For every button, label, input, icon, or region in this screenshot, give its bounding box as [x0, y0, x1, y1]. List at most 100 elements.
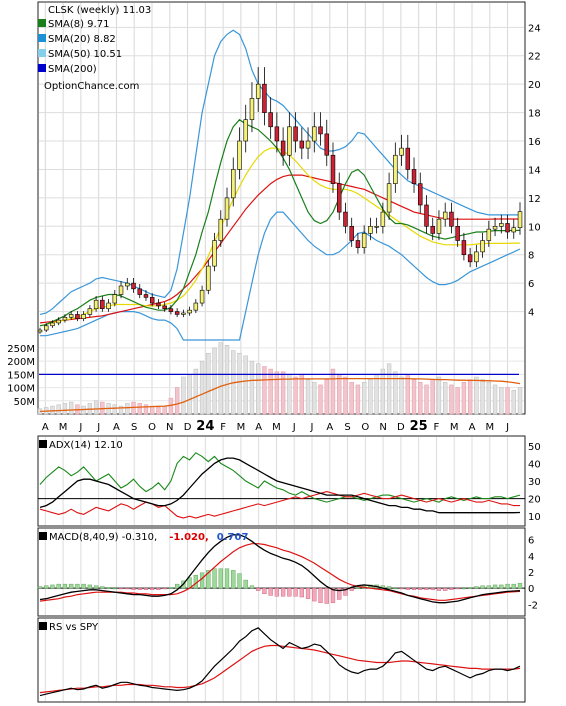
volume-bar	[337, 374, 342, 415]
volume-bar	[181, 376, 186, 415]
adx-swatch	[39, 440, 47, 448]
volume-bar	[156, 407, 161, 415]
candle-body	[374, 225, 379, 228]
volume-bar	[293, 376, 298, 415]
candle-body	[50, 322, 55, 327]
volume-bar	[237, 352, 242, 415]
volume-bar	[243, 355, 248, 415]
x-tick-label: A	[113, 422, 120, 433]
x-tick-label: D	[184, 422, 192, 433]
macd-histogram-bar	[162, 587, 167, 590]
indicator-plots	[37, 452, 525, 697]
candle-body	[68, 314, 74, 318]
macd-histogram-bar	[474, 586, 479, 589]
macd-signal-line	[39, 543, 521, 602]
price-tick-label: 18	[528, 109, 541, 120]
macd-histogram-bar	[511, 583, 516, 589]
macd-histogram-bar	[118, 587, 124, 590]
volume-tick-label: 250M	[7, 344, 35, 355]
adx-title: ADX(14) 12.10	[49, 440, 123, 451]
candle-body	[168, 308, 174, 312]
macd-line	[39, 534, 521, 604]
volume-tick-label: 100M	[7, 384, 35, 395]
macd-histogram-bar	[218, 568, 223, 589]
gridlines	[39, 3, 524, 701]
macd-histogram-bar	[418, 587, 423, 590]
x-tick-label: A	[469, 422, 476, 433]
volume-bar	[318, 384, 323, 415]
candle-body	[418, 183, 423, 206]
adx-tick-label: 10	[528, 512, 541, 523]
candle-body	[149, 297, 155, 304]
sma20-line	[39, 147, 520, 327]
volume-bar	[349, 382, 354, 415]
volume-bar	[449, 384, 454, 415]
rs-line	[39, 627, 521, 697]
macd-histogram-bar	[393, 587, 398, 590]
volume-bar	[405, 374, 410, 415]
macd-histogram-bar	[231, 570, 236, 589]
candle-body	[511, 227, 516, 233]
sma8-line	[39, 118, 520, 327]
x-tick-label: J	[292, 422, 296, 433]
candle-body	[193, 302, 199, 311]
candle-body	[492, 225, 498, 230]
candle-body	[212, 240, 217, 267]
volume-bar	[386, 363, 392, 415]
candle-body	[206, 265, 211, 291]
macd-histogram-bar	[399, 587, 404, 590]
price-tick-label: 4	[528, 308, 534, 319]
macd-histogram-bar	[486, 585, 491, 589]
volume-bar	[212, 347, 217, 415]
price-tick-label: 20	[528, 80, 541, 91]
candle-body	[355, 240, 361, 248]
candle-body	[380, 211, 386, 227]
macd-histogram-bar	[324, 587, 329, 604]
price-tick-label: 10	[528, 222, 541, 233]
macd-histogram-bar	[112, 587, 117, 590]
macd-tick-label: 6	[528, 536, 534, 547]
x-tick-label: S	[131, 422, 137, 433]
macd-histogram-bar	[349, 587, 354, 591]
volume-bar	[93, 400, 99, 415]
candle-body	[480, 240, 485, 253]
macd-histogram-bar	[305, 587, 311, 599]
volume-bar	[411, 379, 417, 415]
macd-histogram-bar	[405, 587, 410, 590]
macd-histogram-bar	[243, 579, 248, 589]
macd-value: MACD(8,40,9) -0.310,	[49, 532, 157, 543]
macd-histogram-bar	[355, 587, 361, 589]
candle-body	[474, 251, 479, 263]
candle-body	[330, 154, 336, 184]
volume-bar	[193, 368, 199, 415]
macd-panel-frame	[37, 527, 526, 617]
x-tick-label: N	[379, 422, 386, 433]
macd-histogram-bar	[156, 587, 161, 590]
macd-histogram-bar	[455, 587, 460, 590]
volume-bar	[249, 360, 255, 415]
macd-histogram-bar	[343, 587, 348, 596]
volume-bar	[206, 352, 211, 415]
adx-tick-label: 30	[528, 477, 541, 488]
macd-histogram-bar	[287, 587, 292, 597]
volume-bar	[174, 387, 180, 415]
sma50-line	[39, 174, 520, 324]
candle-body	[430, 225, 435, 234]
minus-di-line	[39, 491, 520, 519]
price-tick-label: 6	[528, 279, 534, 290]
price-tick-label: 8	[528, 251, 534, 262]
rs-swatch	[39, 622, 47, 630]
x-tick-label: O	[361, 422, 369, 433]
candle-body	[174, 311, 180, 315]
x-tick-label: D	[397, 422, 405, 433]
candle-body	[93, 299, 99, 310]
candle-body	[112, 294, 118, 304]
volume-bar	[324, 379, 329, 415]
volume-bar	[187, 374, 192, 415]
volume-bar	[374, 374, 379, 415]
macd-histogram-bar	[280, 587, 286, 597]
volume-bar	[143, 404, 149, 415]
candle-body	[106, 302, 111, 310]
legend-swatch-sma50	[38, 49, 46, 57]
